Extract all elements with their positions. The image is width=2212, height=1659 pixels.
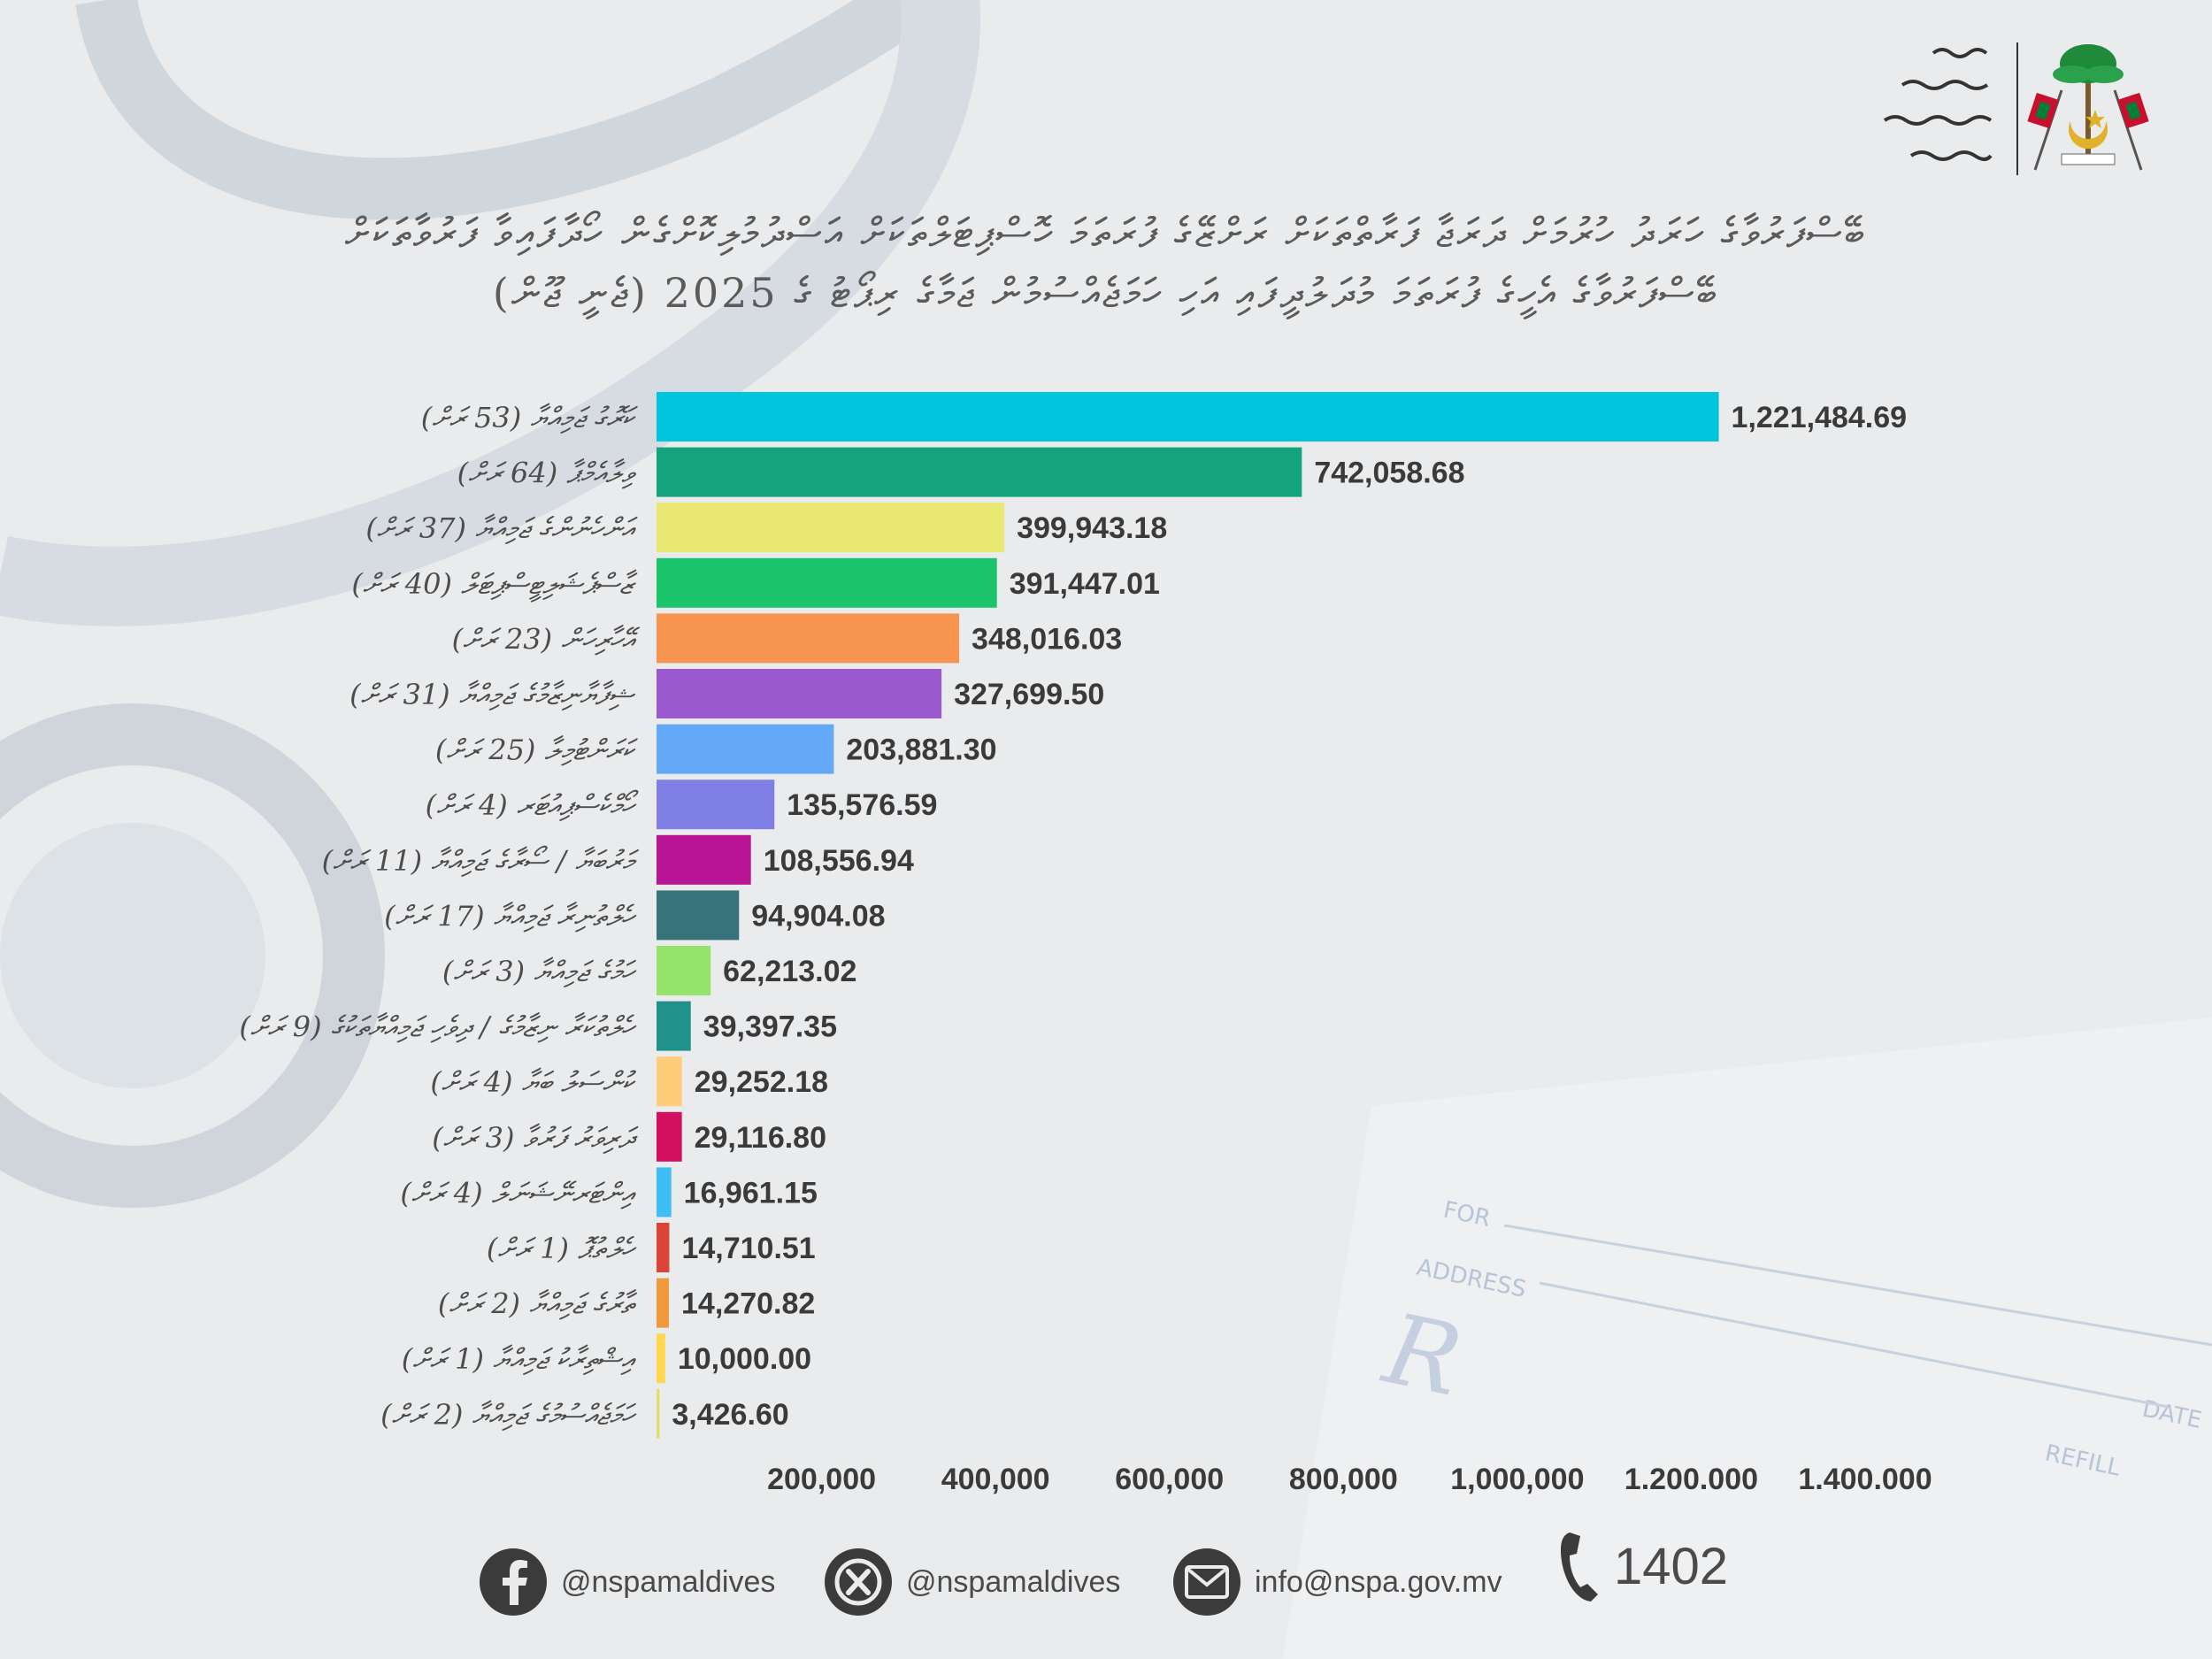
category-label: ޝިފާޔާނިޒާމުގެ ޖަމިއްޔާ (31 ރަށް) bbox=[349, 678, 636, 711]
category-label: އިންޓަރނޭޝަނަލް (4 ރަށް) bbox=[400, 1176, 636, 1210]
bar-19 bbox=[657, 1388, 660, 1439]
bar-value-label: 39,397.35 bbox=[703, 1010, 837, 1044]
bar-value-label: 1,221,484.69 bbox=[1732, 401, 1908, 434]
bar-10 bbox=[657, 890, 740, 941]
logo-divider bbox=[2016, 42, 2018, 175]
category-label: ކަރޮގު ޖަމިއްޔާ (53 ރަށް) bbox=[421, 401, 639, 434]
bar-value-label: 14,270.82 bbox=[681, 1287, 815, 1321]
bar-17 bbox=[657, 1278, 670, 1328]
bar-6 bbox=[657, 669, 942, 718]
category-label: މަރުބަޔާ / ސޯރާގެ ޖަމިއްޔާ (11 ރަށް) bbox=[322, 844, 640, 878]
facebook-contact[interactable]: @nspamaldives bbox=[480, 1547, 775, 1617]
category-label: ވިލާއެމްޕާ (64 ރަށް) bbox=[457, 457, 637, 490]
bar-value-label: 203,881.30 bbox=[846, 733, 996, 767]
x-axis-tick-label: 600,000 bbox=[1115, 1463, 1224, 1496]
category-label: އަންހެނުންގެ ޖަމިއްޔާ (37 ރަށް) bbox=[365, 511, 638, 545]
category-label: ހެލްތުކަރާ ނިޒާމުގެ / ދިވެހި ޖަމިއްޔާތަކ… bbox=[239, 1010, 636, 1044]
chart-title-line-2: ބޭސްފަރުވާގެ އެހީގެ ފުރަތަމަ މުދަލުދީފައ… bbox=[492, 269, 1720, 317]
bar-value-label: 16,961.15 bbox=[684, 1176, 818, 1210]
phone-contact[interactable]: 1402 bbox=[1557, 1531, 1728, 1601]
bar-13 bbox=[657, 1056, 682, 1107]
bar-7 bbox=[657, 724, 834, 774]
x-axis-tick-label: 1.400.000 bbox=[1798, 1463, 1932, 1496]
bar-value-label: 94,904.08 bbox=[751, 899, 885, 933]
bar-value-label: 742,058.68 bbox=[1314, 457, 1464, 490]
x-axis-tick-label: 800,000 bbox=[1289, 1463, 1398, 1496]
bar-8 bbox=[657, 780, 775, 830]
category-label: ތާރުގެ ޖަމިއްޔާ (2 ރަށް) bbox=[438, 1287, 638, 1321]
x-axis-tick-label: 1,000,000 bbox=[1450, 1463, 1584, 1496]
email-contact[interactable]: info@nspa.gov.mv bbox=[1173, 1547, 1502, 1617]
category-label: ހަމަޖެއްސުމުގެ ޖަމިއްޔާ (2 ރަށް) bbox=[380, 1398, 637, 1432]
facebook-handle: @nspamaldives bbox=[561, 1564, 776, 1599]
category-label: ހަމުގެ ޖަމިއްޔާ (3 ރަށް) bbox=[442, 955, 637, 988]
bar-value-label: 14,710.51 bbox=[681, 1232, 815, 1265]
x-handle: @nspamaldives bbox=[906, 1564, 1121, 1599]
bar-value-label: 399,943.18 bbox=[1017, 511, 1167, 545]
category-label: ޒާސްޕެޝަލިޓީސްޕިޓަލް (40 ރަށް) bbox=[351, 567, 638, 603]
bar-value-label: 135,576.59 bbox=[787, 788, 937, 822]
x-axis-tick-label: 1.200.000 bbox=[1624, 1463, 1758, 1496]
bar-value-label: 108,556.94 bbox=[764, 844, 914, 878]
bar-value-label: 391,447.01 bbox=[1010, 567, 1160, 601]
bar-value-label: 29,252.18 bbox=[695, 1065, 828, 1099]
facebook-icon bbox=[480, 1548, 547, 1616]
bar-9 bbox=[657, 834, 751, 885]
bar-16 bbox=[657, 1223, 670, 1272]
agency-name-logotype bbox=[1883, 48, 1993, 161]
bar-value-label: 3,426.60 bbox=[672, 1398, 788, 1432]
bar-2 bbox=[657, 447, 1302, 497]
bar-value-label: 10,000.00 bbox=[678, 1342, 811, 1376]
x-icon bbox=[825, 1548, 892, 1616]
category-label: ހެލްތުޕޮ (1 ރަށް) bbox=[487, 1232, 637, 1265]
email-address: info@nspa.gov.mv bbox=[1255, 1564, 1502, 1599]
category-label: ހޯމްކެސްޕިއުޓަރ (4 ރަށް) bbox=[426, 788, 640, 822]
category-label: އޭހާރިހަން (23 ރަށް) bbox=[452, 622, 641, 656]
mail-icon bbox=[1173, 1548, 1240, 1616]
category-label: ހެލްތުނިރާ ޖަމިއްޔާ (17 ރަށް) bbox=[384, 899, 637, 933]
bar-value-label: 327,699.50 bbox=[954, 678, 1104, 711]
bar-3 bbox=[657, 503, 1005, 553]
phone-number: 1402 bbox=[1614, 1537, 1729, 1595]
category-label: ކުންސަލު ބަޔާ (4 ރަށް) bbox=[430, 1065, 636, 1099]
x-axis-tick-label: 400,000 bbox=[941, 1463, 1050, 1496]
bar-18 bbox=[657, 1333, 665, 1384]
x-contact[interactable]: @nspamaldives bbox=[825, 1547, 1120, 1617]
bar-5 bbox=[657, 613, 960, 664]
bar-value-label: 62,213.02 bbox=[723, 955, 856, 988]
bar-15 bbox=[657, 1167, 672, 1217]
bar-4 bbox=[657, 557, 997, 608]
chart-title-line-1: ބޭސްފަރުވާގެ ހަރަދު ހުރުމަށް ދަރަޖާ ފަރާ… bbox=[344, 209, 1868, 257]
phone-icon bbox=[1561, 1532, 1598, 1601]
bar-11 bbox=[657, 946, 711, 995]
maldives-emblem-logo bbox=[2027, 44, 2149, 171]
bar-1 bbox=[657, 392, 1719, 442]
category-label: އިޝްތިރާކު ޖަމިއްޔާ (1 ރަށް) bbox=[402, 1342, 636, 1376]
x-axis-tick-label: 200,000 bbox=[767, 1463, 876, 1496]
horizontal-bar-chart: 1,221,484.69 ކަރޮގު ޖަމިއްޔާ (53 ރަށް) 742… bbox=[239, 392, 1932, 1496]
bar-value-label: 29,116.80 bbox=[695, 1121, 826, 1155]
bar-12 bbox=[657, 1001, 691, 1051]
bar-14 bbox=[657, 1111, 682, 1162]
category-label: ކަރަންޓުމިލާ (25 ރަށް) bbox=[435, 733, 639, 767]
bar-value-label: 348,016.03 bbox=[972, 622, 1122, 656]
category-label: ދަރިވަރު ފަރުވާ (3 ރަށް) bbox=[432, 1121, 639, 1155]
